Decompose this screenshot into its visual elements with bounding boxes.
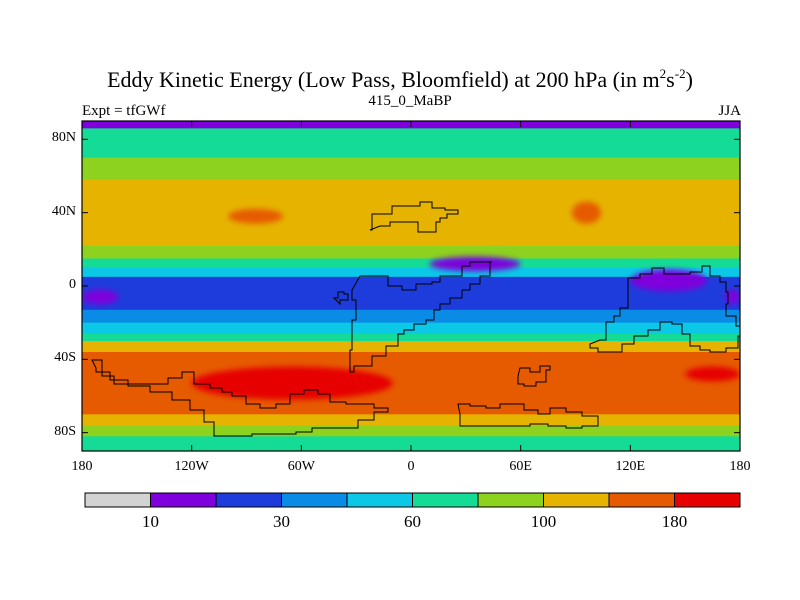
contour-band-6 bbox=[82, 267, 740, 278]
y-tick-label: 80S bbox=[54, 423, 76, 439]
x-tick-label: 120W bbox=[174, 459, 209, 474]
coastline-3 bbox=[589, 265, 740, 353]
y-tick-label: 80N bbox=[51, 130, 76, 146]
coastlines bbox=[91, 201, 740, 437]
contour-features bbox=[82, 201, 740, 400]
y-tick-label: 40N bbox=[51, 203, 76, 219]
x-tick-label: 0 bbox=[407, 459, 415, 474]
colorbar bbox=[84, 492, 741, 508]
coastline-5 bbox=[457, 403, 599, 429]
colorbar-swatch-6 bbox=[477, 492, 544, 508]
x-tick-label: 120E bbox=[615, 459, 646, 474]
colorbar-swatch-7 bbox=[543, 492, 610, 508]
contour-band-8 bbox=[82, 309, 740, 324]
contour-band-5 bbox=[82, 258, 740, 269]
contour-maximum-0 bbox=[191, 366, 393, 400]
colorbar-swatch-8 bbox=[608, 492, 675, 508]
contour-band-4 bbox=[82, 245, 740, 260]
coastline-6 bbox=[517, 365, 551, 387]
x-tick-label: 180 bbox=[729, 459, 751, 474]
y-tick-label: 40S bbox=[54, 350, 76, 366]
contour-band-2 bbox=[82, 157, 740, 181]
contour-minimum-6 bbox=[82, 289, 119, 305]
plot-title: Eddy Kinetic Energy (Low Pass, Bloomfiel… bbox=[107, 66, 693, 92]
colorbar-swatch-1 bbox=[150, 492, 217, 508]
colorbar-swatch-5 bbox=[412, 492, 479, 508]
x-tick-label: 60W bbox=[287, 459, 315, 474]
y-tick-label: 0 bbox=[69, 277, 76, 292]
colorbar-swatch-4 bbox=[346, 492, 413, 508]
colorbar-label: 180 bbox=[661, 512, 688, 531]
contour-band-9 bbox=[82, 322, 740, 335]
contour-minimum-7 bbox=[725, 289, 740, 305]
coastline-0 bbox=[369, 201, 459, 233]
contour-minimum-4 bbox=[429, 256, 521, 272]
contour-band-13 bbox=[82, 414, 740, 426]
contour-maximum-2 bbox=[228, 209, 284, 224]
colorbar-swatch-2 bbox=[215, 492, 282, 508]
coastline-4 bbox=[91, 359, 389, 437]
colorbar-swatch-0 bbox=[84, 492, 151, 508]
case-label: 415_0_MaBP bbox=[368, 93, 452, 109]
colorbar-label: 60 bbox=[404, 512, 421, 531]
x-tick-label: 60E bbox=[509, 459, 532, 474]
contour-minimum-5 bbox=[630, 269, 708, 292]
map-field bbox=[82, 121, 740, 451]
contour-bands bbox=[82, 121, 740, 451]
colorbar-label: 100 bbox=[530, 512, 557, 531]
contour-band-11 bbox=[82, 341, 740, 353]
colorbar-swatch-9 bbox=[674, 492, 741, 508]
axis-ticks bbox=[81, 121, 741, 451]
contour-band-10 bbox=[82, 333, 740, 342]
contour-band-14 bbox=[82, 425, 740, 437]
experiment-label: Expt = tfGWf bbox=[82, 103, 166, 119]
colorbar-label: 10 bbox=[142, 512, 159, 531]
colorbar-swatch-3 bbox=[281, 492, 348, 508]
season-label: JJA bbox=[718, 103, 741, 119]
coastline-2 bbox=[332, 291, 349, 306]
contour-band-7 bbox=[82, 276, 740, 311]
contour-maximum-1 bbox=[685, 366, 740, 382]
contour-maximum-3 bbox=[571, 201, 602, 224]
contour-band-12 bbox=[82, 352, 740, 415]
contour-band-15 bbox=[82, 436, 740, 451]
x-tick-label: 180 bbox=[71, 459, 93, 474]
contour-band-1 bbox=[82, 128, 740, 159]
contour-band-3 bbox=[82, 179, 740, 247]
colorbar-label: 30 bbox=[273, 512, 290, 531]
coastline-1 bbox=[349, 261, 492, 373]
